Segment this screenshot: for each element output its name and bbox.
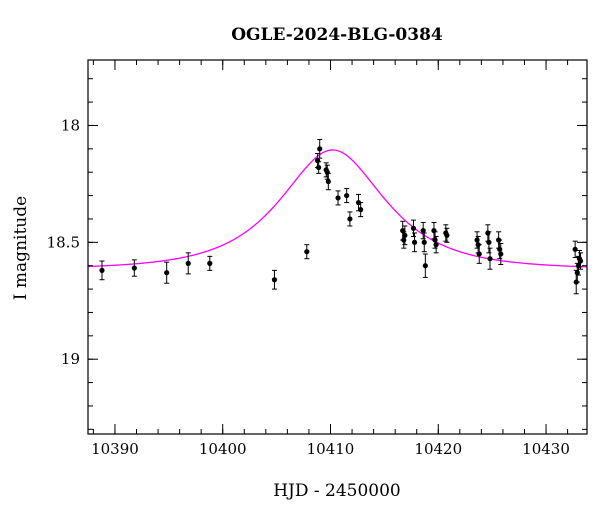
data-point (577, 252, 584, 270)
y-tick-label: 18.5 (47, 233, 80, 251)
data-marker (99, 267, 105, 273)
data-marker (572, 246, 578, 252)
data-marker (421, 239, 427, 245)
chart-title: OGLE-2024-BLG-0384 (231, 25, 443, 45)
data-marker (316, 164, 322, 171)
data-point (335, 190, 341, 206)
data-point (131, 259, 137, 277)
data-point (344, 188, 350, 204)
x-tick-label: 10390 (91, 440, 139, 458)
data-point (476, 244, 482, 264)
data-marker (420, 228, 426, 234)
data-point (411, 232, 418, 253)
data-marker (131, 265, 137, 271)
data-marker (497, 246, 503, 252)
data-marker (476, 251, 482, 257)
data-marker (432, 237, 438, 243)
data-marker (410, 225, 417, 231)
y-tick-label: 19 (61, 350, 80, 368)
axis-ticks (88, 60, 587, 434)
data-marker (422, 263, 428, 269)
data-marker (431, 228, 437, 234)
data-point (207, 255, 213, 271)
data-marker (433, 242, 439, 248)
data-point (99, 260, 105, 281)
data-point (304, 244, 310, 260)
data-point (433, 235, 439, 254)
y-axis-label: I magnitude (11, 196, 31, 300)
data-point (498, 242, 504, 266)
x-tick-label: 10430 (522, 440, 570, 458)
y-tick-label: 18 (61, 116, 80, 134)
plot-frame (87, 59, 588, 435)
data-marker (185, 260, 191, 266)
data-marker (474, 237, 480, 243)
data-point (486, 231, 492, 254)
x-tick-label: 10410 (307, 440, 355, 458)
axis-tick-labels: 10390 10400 10410 10420 10430 18 18.5 19 (47, 116, 570, 458)
data-marker (271, 277, 278, 283)
data-marker (402, 232, 408, 238)
data-marker (324, 169, 330, 175)
data-marker (335, 195, 341, 201)
data-marker (574, 270, 580, 276)
data-marker (486, 239, 492, 245)
data-marker (498, 251, 504, 257)
data-point (164, 261, 170, 284)
data-marker (164, 270, 170, 276)
data-point (347, 211, 353, 227)
x-tick-label: 10420 (414, 440, 462, 458)
data-point (421, 232, 427, 253)
model-curve (88, 149, 587, 268)
data-point (325, 172, 331, 191)
data-point (485, 224, 491, 242)
data-marker (485, 230, 491, 236)
data-marker (577, 258, 584, 264)
x-tick-label: 10400 (199, 440, 247, 458)
data-point (358, 202, 364, 218)
data-point (185, 252, 191, 275)
data-marker (487, 256, 493, 262)
data-marker (401, 237, 407, 243)
data-point (444, 227, 450, 243)
data-marker (411, 239, 418, 245)
data-marker (207, 260, 213, 266)
x-axis-label: HJD - 2450000 (273, 481, 401, 501)
data-point (317, 138, 323, 159)
data-point (410, 219, 417, 237)
data-point (316, 161, 322, 174)
data-marker (317, 146, 323, 152)
data-point (422, 253, 428, 278)
data-marker (444, 232, 450, 238)
plot-area (88, 138, 587, 295)
data-marker (314, 157, 321, 164)
data-marker (344, 192, 350, 199)
data-marker (347, 216, 353, 222)
data-point (487, 247, 493, 270)
data-marker (358, 207, 364, 213)
data-point (420, 221, 426, 240)
data-marker (304, 249, 310, 255)
data-marker (325, 178, 331, 185)
data-point (402, 225, 408, 246)
data-point (271, 269, 278, 290)
data-point (572, 240, 578, 259)
